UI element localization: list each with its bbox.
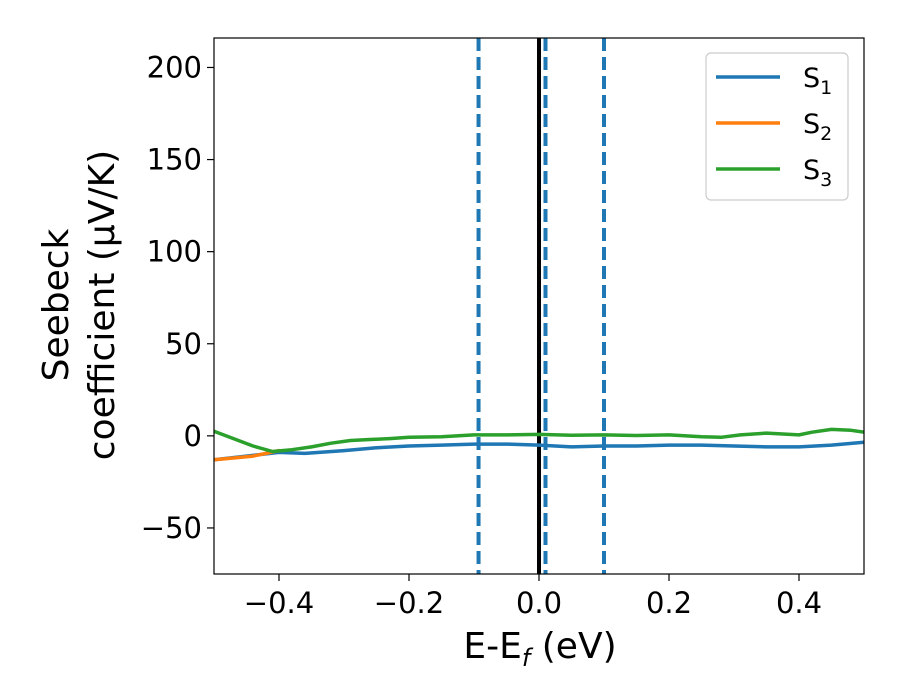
- y-axis-label-line2: coefficient (μV/K): [82, 150, 123, 460]
- series-line-s3: [214, 427, 864, 454]
- y-tick-label: 50: [165, 327, 202, 361]
- y-axis-label: Seebeck coefficient (μV/K): [36, 150, 123, 460]
- legend-label-s1: S1: [803, 63, 832, 99]
- x-tick-label: −0.4: [244, 586, 314, 620]
- x-tick-label: 0.4: [776, 586, 822, 620]
- y-tick-label: 200: [147, 50, 202, 84]
- x-axis-label: E-Ef (eV): [463, 626, 616, 672]
- x-tick-label: −0.2: [374, 586, 444, 620]
- series-layer: [214, 427, 864, 462]
- reference-lines: [476, 38, 606, 574]
- x-tick-label: 0.2: [646, 586, 692, 620]
- y-tick-label: 100: [147, 235, 202, 269]
- legend-box: [705, 52, 849, 201]
- y-tick-label: −50: [141, 511, 202, 545]
- legend-label-s2: S2: [803, 109, 832, 145]
- legend-label-s3: S3: [803, 155, 832, 191]
- y-tick-label: 0: [184, 419, 202, 453]
- legend: S1 S2 S3: [705, 52, 849, 201]
- series-line-s1: [214, 440, 864, 462]
- y-tick-label: 150: [147, 143, 202, 177]
- x-axis-ticks: −0.4 −0.2 0.0 0.2 0.4: [244, 574, 822, 620]
- x-tick-label: 0.0: [516, 586, 562, 620]
- y-axis-ticks: −50 0 50 100 150 200: [141, 50, 214, 545]
- y-axis-label-line1: Seebeck: [36, 228, 77, 381]
